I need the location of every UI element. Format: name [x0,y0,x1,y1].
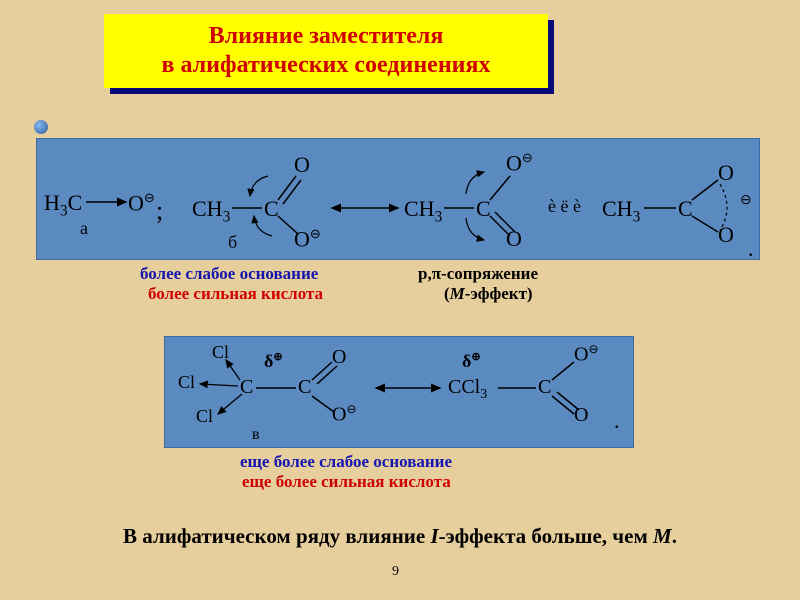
footer-b: -эффекта больше, чем [439,524,653,548]
plus-icon-r: ⊕ [471,351,480,363]
page-number: 9 [392,564,399,580]
p-comma: р, [418,264,432,283]
c-mid: C [476,196,491,222]
title-line1: Влияние заместителя [209,23,444,49]
dot-1: . [748,236,754,262]
delta-plus-right: δ⊕ [462,350,480,372]
pi-symbol: π [432,264,441,283]
caption-stronger-acid-2: еще более сильная кислота [242,472,451,492]
h-atom: H [44,190,60,215]
minus-mid-icon: ⊖ [522,150,533,165]
o-top-2: O [332,346,346,369]
sub3-r: 3 [633,208,641,225]
sub3-b: 3 [223,208,231,225]
o-atom: O [128,190,144,215]
footer-conclusion: В алифатическом ряду влияние I-эффекта б… [0,524,800,549]
o-top-mid: O⊖ [506,150,533,176]
o-bot-r: O [718,222,734,248]
sub3-ccl: 3 [480,387,487,402]
o-bot-mid: O [506,226,522,252]
cl-2: Cl [178,372,195,393]
stronger-acid-text: более сильная кислота [148,284,323,303]
title-box: Влияние заместителя в алифатических соед… [104,14,548,88]
ch3-r: CH3 [602,196,640,226]
o-top-r: O [718,160,734,186]
minus-b-icon: ⊖ [310,226,321,241]
o-top-b: O [294,152,310,178]
footer-c: . [672,524,677,548]
caption-weak-base: более слабое основание [140,264,318,284]
caption-weaker-base-2: еще более слабое основание [240,452,452,472]
o-bot-r2: O [574,404,588,427]
cl-1: Cl [212,342,229,363]
slide-root: Влияние заместителя в алифатических соед… [0,0,800,600]
bullet-icon [34,120,48,134]
ccl-r: CCl [448,376,480,398]
ch-r: CH [602,196,633,221]
ch-mid: CH [404,196,435,221]
o-bot-2-a: O [332,404,346,426]
ch-b: CH [192,196,223,221]
diagram-trichloro [164,336,634,448]
minus-r2-icon: ⊖ [588,342,598,356]
c-b: C [264,196,279,222]
sub3: 3 [60,202,68,219]
label-b: б [228,232,237,253]
semicolon: ; [156,196,163,226]
footer-m: M [653,524,672,548]
cl-3: Cl [196,406,213,427]
minus-r: ⊖ [740,192,752,209]
ch3-mid: CH3 [404,196,442,226]
o-top-r2-a: O [574,344,588,366]
delta-plus-left: δ⊕ [264,350,282,372]
c-mid-2: C [298,376,311,399]
ch3-b: CH3 [192,196,230,226]
footer-a: В алифатическом ряду влияние [123,524,430,548]
o-top-r2: O⊖ [574,342,599,367]
delta-sym: δ [264,351,273,371]
caption-strong-acid: более сильная кислота [148,284,323,304]
title-line2: в алифатических соединениях [162,52,491,78]
dot-2: . [614,408,620,434]
label-a: а [80,218,88,239]
o-top-mid-atom: O [506,150,522,175]
weaker-base-text: более слабое основание [140,264,318,283]
minus-icon: ⊖ [144,190,155,205]
o-bot-b: O⊖ [294,226,321,252]
caption-m-effect: (М-эффект) [444,284,533,304]
garble-text: è ё è [548,196,581,217]
o-minus-a: O⊖ [128,190,155,216]
footer-i: I [430,524,438,548]
c-atom: C [68,190,83,215]
c-r: C [678,196,693,222]
o-bot-2: O⊖ [332,402,357,427]
h3c-label: H3C [44,190,82,220]
sub3-mid: 3 [435,208,443,225]
o-bot-b-atom: O [294,226,310,251]
caption-conjugation: р,π-сопряжение [418,264,538,284]
c-r-2: C [538,376,551,399]
c-left-2: C [240,376,253,399]
plus-icon: ⊕ [273,351,282,363]
ccl3-r: CCl3 [448,376,487,403]
label-v: в [252,426,260,444]
delta-sym-r: δ [462,351,471,371]
minus-2-icon: ⊖ [346,402,356,416]
conjugation-word: -сопряжение [441,264,538,283]
